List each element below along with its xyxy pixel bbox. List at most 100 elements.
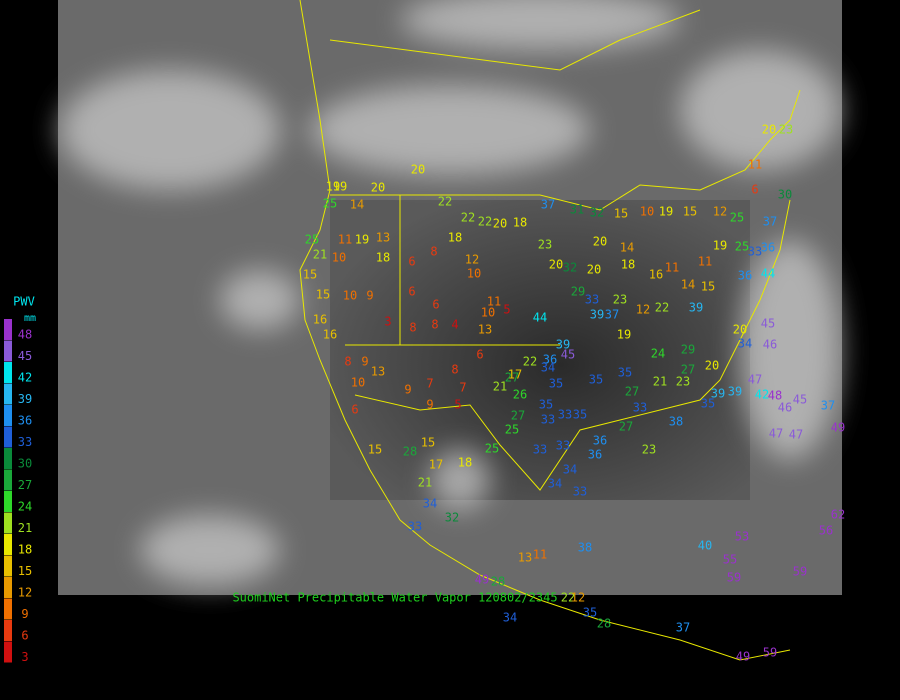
legend-label: 42: [18, 371, 32, 385]
station-value: 15: [421, 436, 435, 450]
station-value: 33: [585, 293, 599, 307]
station-value: 13: [478, 323, 492, 337]
station-value: 20: [762, 123, 776, 137]
station-value: 22: [438, 195, 452, 209]
station-value: 20: [371, 181, 385, 195]
station-value: 15: [368, 443, 382, 457]
station-value: 25: [730, 211, 744, 225]
station-value: 27: [505, 371, 519, 385]
station-value: 49: [831, 421, 845, 435]
station-value: 49: [475, 573, 489, 587]
legend-label: 18: [18, 543, 32, 557]
station-value: 16: [313, 313, 327, 327]
station-value: 15: [614, 207, 628, 221]
station-value: 18: [458, 456, 472, 470]
station-value: 6: [751, 183, 758, 197]
station-value: 56: [819, 524, 833, 538]
legend-swatch: [4, 491, 12, 512]
station-value: 37: [821, 399, 835, 413]
legend-swatch: [4, 469, 12, 491]
station-value: 27: [625, 385, 639, 399]
station-value: 39: [711, 387, 725, 401]
legend-swatch: [4, 319, 12, 340]
legend-swatch: [4, 620, 12, 641]
station-value: 22: [461, 211, 475, 225]
station-value: 18: [621, 258, 635, 272]
station-value: 23: [613, 293, 627, 307]
station-value: 36: [588, 448, 602, 462]
legend-swatch: [4, 362, 12, 383]
station-value: 20: [549, 258, 563, 272]
station-value: 33: [408, 520, 422, 534]
station-value: 34: [503, 611, 517, 625]
caption: SuomiNet Precipitable Water Vapor 120802…: [232, 591, 557, 605]
legend-label: 6: [21, 629, 28, 643]
station-value: 17: [429, 458, 443, 472]
station-value: 20: [411, 163, 425, 177]
clouds: [60, 0, 840, 585]
station-value: 6: [432, 298, 439, 312]
station-value: 13: [518, 551, 532, 565]
station-value: 35: [618, 366, 632, 380]
station-value: 5: [503, 303, 510, 317]
station-value: 62: [831, 508, 845, 522]
station-value: 21: [493, 380, 507, 394]
station-value: 21: [418, 476, 432, 490]
station-value: 7: [459, 381, 466, 395]
station-value: 23: [538, 238, 552, 252]
legend-title: PWV: [13, 295, 35, 309]
station-value: 6: [476, 348, 483, 362]
station-value: 22: [478, 215, 492, 229]
station-value: 37: [605, 308, 619, 322]
station-value: 27: [511, 409, 525, 423]
station-value: 35: [583, 606, 597, 620]
legend-label: 21: [18, 521, 32, 535]
legend-swatch: [4, 641, 12, 663]
station-value: 9: [426, 398, 433, 412]
station-value: 37: [541, 198, 555, 212]
station-value: 14: [681, 278, 695, 292]
station-value: 19: [659, 205, 673, 219]
station-value: 36: [543, 353, 557, 367]
station-value: 39: [590, 308, 604, 322]
station-value: 10: [332, 251, 346, 265]
station-value: 15: [316, 288, 330, 302]
legend-label: 45: [18, 349, 32, 363]
station-value: 34: [541, 361, 555, 375]
legend-label: 27: [18, 478, 32, 492]
station-value: 59: [793, 565, 807, 579]
station-value: 14: [350, 198, 364, 212]
station-value: 35: [549, 377, 563, 391]
legend-label: 48: [18, 328, 32, 342]
station-value: 25: [323, 197, 337, 211]
station-value: 33: [573, 485, 587, 499]
station-value: 53: [735, 530, 749, 544]
station-value: 21: [653, 375, 667, 389]
legend-label: 24: [18, 500, 32, 514]
station-value: 33: [541, 413, 555, 427]
station-value: 32: [445, 511, 459, 525]
station-value: 39: [556, 338, 570, 352]
station-value: 11: [698, 255, 712, 269]
station-value: 59: [727, 571, 741, 585]
legend-label: 9: [21, 607, 28, 621]
station-value: 35: [539, 398, 553, 412]
station-value: 44: [761, 267, 775, 281]
station-value: 34: [423, 497, 437, 511]
station-value: 34: [548, 477, 562, 491]
station-value: 36: [738, 269, 752, 283]
station-value: 27: [681, 363, 695, 377]
station-value: 44: [533, 311, 547, 325]
station-value: 23: [779, 123, 793, 137]
station-value: 39: [689, 301, 703, 315]
station-value: 11: [665, 261, 679, 275]
station-value: 12: [636, 303, 650, 317]
station-value: 25: [305, 233, 319, 247]
station-value: 34: [563, 463, 577, 477]
station-value: 31: [570, 203, 584, 217]
station-value: 10: [343, 289, 357, 303]
station-value: 47: [748, 373, 762, 387]
station-value: 3: [384, 315, 391, 329]
station-value: 23: [642, 443, 656, 457]
